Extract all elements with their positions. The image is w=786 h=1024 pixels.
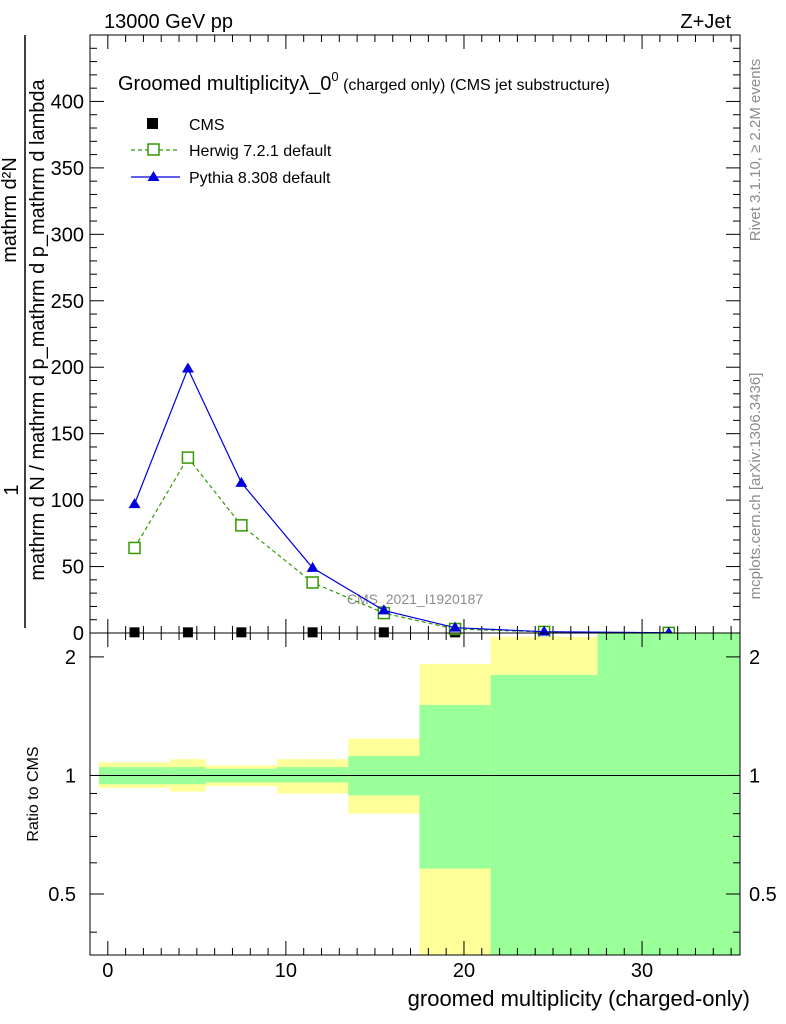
legend: CMS Herwig 7.2.1 default Pythia 8.308 de… [131, 117, 332, 187]
y-tick-label: 150 [51, 424, 84, 446]
ratio-bands [98, 633, 740, 955]
legend-marker-herwig [147, 143, 160, 156]
ratio-plot-panel: 0.5 0.51 12 20 10 20 30 Ratio to CMS groomed m… [25, 632, 777, 1011]
ratio-y-tick-label: 0.5 [48, 884, 76, 906]
herwig-point [306, 576, 319, 589]
y-tick-label: 250 [51, 291, 84, 313]
pythia-point [128, 498, 141, 509]
herwig-point [235, 519, 248, 532]
main-plot-ticks [89, 34, 740, 634]
y-tick-label: 350 [51, 158, 84, 180]
ratio-y-tick-label: 0.5 [749, 884, 777, 906]
x-tick-label: 20 [453, 960, 475, 982]
ratio-band-green [490, 674, 598, 955]
ratio-y-tick-label: 1 [749, 765, 760, 787]
main-plot-frame [89, 34, 741, 634]
pythia-point [306, 561, 319, 572]
y-label-numerator: mathrm d²N [0, 157, 21, 263]
herwig-point [181, 451, 195, 464]
legend-label-herwig: Herwig 7.2.1 default [189, 143, 332, 160]
legend-marker-cms [147, 118, 158, 129]
mcplots-credit-label: mcplots.cern.ch [arXiv:1306.3436] [747, 373, 764, 600]
y-tick-label: 300 [51, 224, 84, 246]
ratio-band-green [276, 767, 349, 783]
y-tick-label: 0 [73, 623, 84, 645]
legend-marker-pythia [147, 171, 160, 181]
herwig-point [128, 541, 141, 555]
cms-point [182, 627, 193, 638]
y-tick-label: 200 [51, 357, 84, 379]
cms-point [307, 627, 318, 638]
cms-point [129, 627, 140, 638]
cms-point [378, 627, 389, 638]
analysis-watermark: CMS_2021_I1920187 [347, 591, 483, 607]
x-tick-label: 0 [102, 960, 113, 982]
ratio-y-tick-label: 2 [65, 647, 76, 669]
y-tick-label: 50 [62, 557, 84, 579]
ratio-y-tick-label: 1 [65, 765, 76, 787]
main-plot-panel: 0 50 100 150 200 250 300 350 400 Groomed multipl… [51, 34, 741, 645]
rivet-version-label: Rivet 3.1.10, ≥ 2.2M events [747, 59, 764, 242]
ratio-band-green [597, 633, 740, 955]
y-label-denominator: mathrm d N / mathrm d p_mathrm d p_mathr… [27, 78, 49, 580]
ratio-plot-frame [89, 632, 741, 956]
series-layer [128, 362, 676, 640]
y-label-prefactor: 1 [1, 484, 23, 495]
x-tick-label: 30 [631, 960, 653, 982]
energy-label: 13000 GeV pp [104, 11, 233, 33]
legend-label-cms: CMS [189, 117, 225, 134]
ratio-plot-tick-labels: 0.5 0.51 12 20 10 20 30 [48, 647, 777, 982]
legend-label-pythia: Pythia 8.308 default [189, 170, 331, 187]
ratio-y-label: Ratio to CMS [25, 746, 42, 841]
x-tick-label: 10 [275, 960, 297, 982]
y-tick-label: 100 [51, 490, 84, 512]
pythia-point [449, 621, 462, 632]
ratio-y-tick-label: 2 [749, 647, 760, 669]
process-label: Z+Jet [680, 11, 731, 33]
ratio-plot-ticks [89, 633, 740, 955]
cms-point [236, 627, 247, 638]
pythia-point [235, 476, 248, 487]
x-axis-label: groomed multiplicity (charged-only) [408, 986, 750, 1011]
main-y-axis-label: 1 mathrm d²N mathrm d N / mathrm d p_mat… [0, 35, 49, 628]
plot-title: Groomed multiplicityλ_00 (charged only) … [118, 69, 610, 95]
series-line-2 [133, 367, 669, 634]
y-tick-label: 400 [51, 91, 84, 113]
main-plot-tick-labels: 0 50 100 150 200 250 300 350 400 [51, 91, 84, 645]
pythia-point [181, 362, 194, 373]
ratio-band-green [419, 704, 491, 869]
pythia-point [377, 604, 390, 615]
